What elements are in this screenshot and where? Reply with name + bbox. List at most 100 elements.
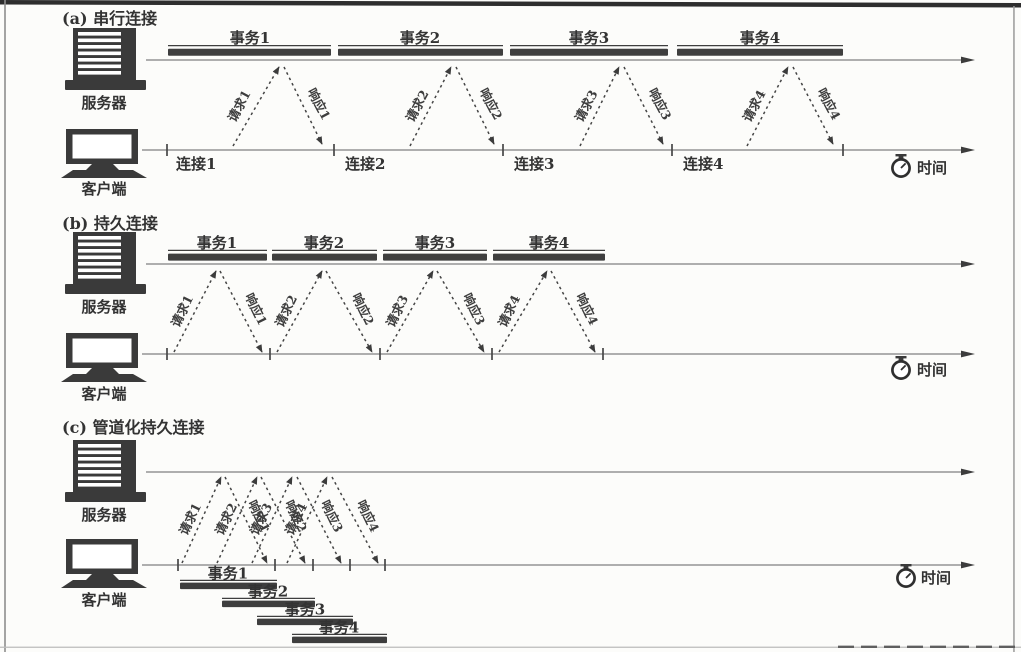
server-icon	[65, 28, 146, 90]
connection-ticks	[166, 348, 604, 360]
transaction-label: 事务3	[415, 234, 455, 252]
stopwatch-icon	[891, 152, 911, 178]
stopwatch-icon	[896, 562, 916, 588]
response-arrow-3	[623, 66, 664, 145]
transaction-bar-1: 事务1	[168, 234, 267, 261]
transaction-label: 事务1	[230, 29, 270, 47]
panel-a-serial-connections: (a) 串行连接 服务器 客户端 事务1 事务2 事务3 事务4	[61, 9, 975, 198]
response-arrow-4	[331, 476, 379, 564]
request-label: 请求1	[176, 501, 204, 538]
request-arrow-2	[216, 476, 258, 564]
client-icon	[61, 539, 147, 588]
response-label: 响应4	[354, 498, 382, 535]
connection-ticks	[177, 559, 386, 571]
server-label: 服务器	[81, 94, 127, 112]
request-label: 请求4	[739, 87, 768, 124]
server-timeline-arrow	[961, 56, 975, 64]
client-label: 客户端	[80, 591, 126, 609]
client-icon	[61, 129, 147, 178]
server-timeline-arrow	[961, 468, 975, 476]
transaction-bar-2: 事务2	[338, 29, 503, 56]
transaction-bar-1: 事务1	[168, 29, 331, 56]
transaction-bar-3: 事务3	[510, 29, 668, 56]
panel-c-title: (c) 管道化持久连接	[62, 418, 204, 437]
client-icon	[61, 333, 147, 382]
request-label: 请求1	[168, 293, 196, 330]
time-label: 时间	[917, 361, 947, 379]
response-arrow-2	[455, 66, 495, 145]
server-icon	[65, 440, 146, 502]
transaction-bar-2: 事务2	[272, 234, 377, 261]
transaction-bar-2: 事务2	[222, 583, 315, 608]
bottom-border	[0, 646, 1021, 648]
request-arrow-3	[251, 476, 293, 564]
panel-a-title: (a) 串行连接	[62, 9, 157, 28]
transaction-label: 事务3	[285, 601, 325, 619]
transaction-bar-4: 事务4	[493, 234, 605, 261]
request-arrow-1	[181, 476, 222, 564]
transaction-label: 事务4	[319, 619, 359, 637]
request-arrow-3	[579, 66, 620, 147]
response-arrow-3	[436, 270, 485, 353]
connection-ticks	[166, 144, 844, 156]
response-arrow-4	[792, 66, 834, 145]
transaction-bar-4: 事务4	[292, 619, 387, 644]
transaction-label: 事务3	[569, 29, 609, 47]
response-arrow-3	[296, 476, 342, 564]
response-arrow-2	[260, 476, 306, 564]
time-label: 时间	[921, 569, 951, 587]
panel-b-persistent-connection: (b) 持久连接 服务器 客户端 事务1 事务2 事务3 事务4	[61, 214, 975, 403]
transaction-label: 事务2	[304, 234, 344, 252]
transaction-bar-1: 事务1	[180, 565, 277, 590]
response-label: 响应2	[349, 291, 377, 328]
transaction-label: 事务1	[208, 565, 248, 583]
server-timeline-arrow	[961, 260, 975, 268]
response-arrow-1	[283, 66, 323, 145]
response-label: 响应3	[460, 291, 488, 328]
client-label: 客户端	[80, 385, 126, 403]
connection-label-3: 连接3	[514, 155, 554, 173]
transaction-label: 事务4	[529, 234, 569, 252]
transaction-label: 事务2	[400, 29, 440, 47]
connection-label-1: 连接1	[176, 155, 216, 173]
client-timeline-arrow	[961, 146, 975, 154]
transaction-bar-4: 事务4	[677, 29, 843, 56]
connection-label-4: 连接4	[683, 155, 723, 173]
server-label: 服务器	[81, 298, 127, 316]
transaction-label: 事务2	[248, 583, 288, 601]
time-label: 时间	[917, 159, 947, 177]
client-timeline-arrow	[961, 350, 975, 358]
client-label: 客户端	[80, 180, 126, 198]
panel-c-pipelined-connection: (c) 管道化持久连接 服务器 客户端 请求1 请求2 请求3 请求4 响应1 …	[61, 418, 975, 644]
response-label: 响应3	[318, 498, 346, 535]
request-label: 请求2	[212, 501, 240, 538]
response-label: 响应1	[242, 291, 270, 328]
panel-b-title: (b) 持久连接	[62, 214, 158, 233]
request-label: 请求3	[383, 293, 411, 330]
right-border	[1013, 6, 1015, 652]
request-label: 请求3	[571, 87, 600, 124]
server-icon	[65, 232, 146, 294]
server-label: 服务器	[81, 506, 127, 524]
request-arrow-4	[498, 270, 548, 353]
left-border	[4, 0, 6, 652]
client-timeline-arrow	[961, 561, 975, 569]
connection-label-2: 连接2	[345, 155, 385, 173]
transaction-label: 事务1	[197, 234, 237, 252]
request-arrow-4	[286, 476, 328, 564]
request-label: 请求4	[495, 292, 523, 329]
request-label: 请求2	[272, 293, 300, 330]
response-label: 响应4	[573, 291, 601, 328]
response-arrow-1	[224, 476, 268, 564]
transaction-label: 事务4	[740, 29, 780, 47]
request-arrow-4	[746, 66, 789, 147]
top-border	[0, 0, 1021, 8]
stopwatch-icon	[891, 354, 911, 380]
transaction-bar-3: 事务3	[383, 234, 487, 261]
request-label: 请求2	[402, 87, 431, 124]
request-arrow-2	[409, 66, 452, 147]
transaction-bar-3: 事务3	[257, 601, 353, 626]
